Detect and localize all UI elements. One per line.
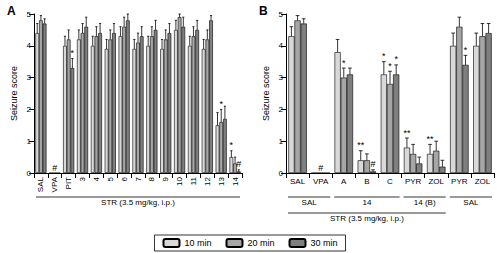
svg-text:VPA: VPA	[50, 176, 59, 192]
svg-text:PYR: PYR	[405, 177, 422, 186]
svg-text:20 min: 20 min	[247, 238, 274, 248]
svg-text:PYR: PYR	[451, 177, 468, 186]
svg-text:7: 7	[134, 176, 143, 181]
svg-text:1: 1	[279, 137, 284, 146]
svg-text:10: 10	[175, 176, 184, 185]
svg-text:4: 4	[27, 41, 32, 50]
svg-text:1: 1	[27, 137, 32, 146]
svg-text:14 (B): 14 (B)	[414, 198, 436, 207]
svg-text:5: 5	[279, 10, 284, 19]
svg-text:*: *	[394, 54, 398, 64]
svg-text:14: 14	[231, 176, 240, 185]
svg-text:#: #	[52, 163, 57, 173]
svg-text:**: **	[427, 134, 435, 144]
svg-text:12: 12	[203, 176, 212, 185]
svg-text:B: B	[259, 4, 268, 18]
svg-text:10 min: 10 min	[184, 238, 211, 248]
svg-text:#: #	[236, 159, 241, 169]
svg-text:#: #	[371, 159, 376, 169]
svg-text:2: 2	[279, 105, 284, 114]
svg-text:VPA: VPA	[313, 177, 329, 186]
svg-text:5: 5	[106, 176, 115, 181]
svg-text:13: 13	[217, 176, 226, 185]
svg-text:A: A	[341, 177, 347, 186]
svg-text:4: 4	[279, 41, 284, 50]
svg-text:SAL: SAL	[463, 198, 479, 207]
svg-text:**: **	[403, 128, 411, 138]
svg-text:0: 0	[279, 169, 284, 178]
svg-text:#: #	[318, 163, 323, 173]
svg-text:0: 0	[27, 169, 32, 178]
svg-text:*: *	[71, 48, 75, 58]
svg-text:*: *	[230, 140, 234, 150]
svg-text:A: A	[7, 4, 16, 18]
svg-text:4: 4	[92, 176, 101, 181]
svg-text:5: 5	[27, 10, 32, 19]
svg-text:STR (3.5 mg/kg, i.p.): STR (3.5 mg/kg, i.p.)	[101, 198, 175, 207]
svg-text:14: 14	[362, 198, 371, 207]
svg-text:2: 2	[27, 105, 32, 114]
svg-text:STR (3.5 mg/kg, i.p.): STR (3.5 mg/kg, i.p.)	[330, 214, 404, 223]
svg-text:PIT: PIT	[64, 177, 73, 190]
svg-text:ZOL: ZOL	[428, 177, 444, 186]
svg-text:8: 8	[147, 176, 156, 181]
svg-text:C: C	[387, 177, 393, 186]
svg-text:*: *	[382, 51, 386, 61]
svg-text:*: *	[388, 61, 392, 71]
svg-text:*: *	[464, 45, 468, 55]
svg-text:11: 11	[189, 176, 198, 185]
svg-text:*: *	[342, 58, 346, 68]
svg-text:3: 3	[279, 73, 284, 82]
svg-text:3: 3	[78, 176, 87, 181]
svg-text:6: 6	[120, 176, 129, 181]
svg-text:SAL: SAL	[290, 177, 306, 186]
svg-text:30 min: 30 min	[311, 238, 338, 248]
svg-text:SAL: SAL	[302, 198, 318, 207]
svg-text:**: **	[357, 140, 365, 150]
svg-text:B: B	[364, 177, 369, 186]
svg-text:Seizure score: Seizure score	[9, 66, 19, 121]
svg-text:Seizure score: Seizure score	[261, 66, 271, 121]
svg-text:9: 9	[161, 176, 170, 181]
svg-text:ZOL: ZOL	[475, 177, 491, 186]
svg-text:SAL: SAL	[36, 176, 45, 192]
svg-text:3: 3	[27, 73, 32, 82]
svg-text:*: *	[219, 99, 223, 109]
